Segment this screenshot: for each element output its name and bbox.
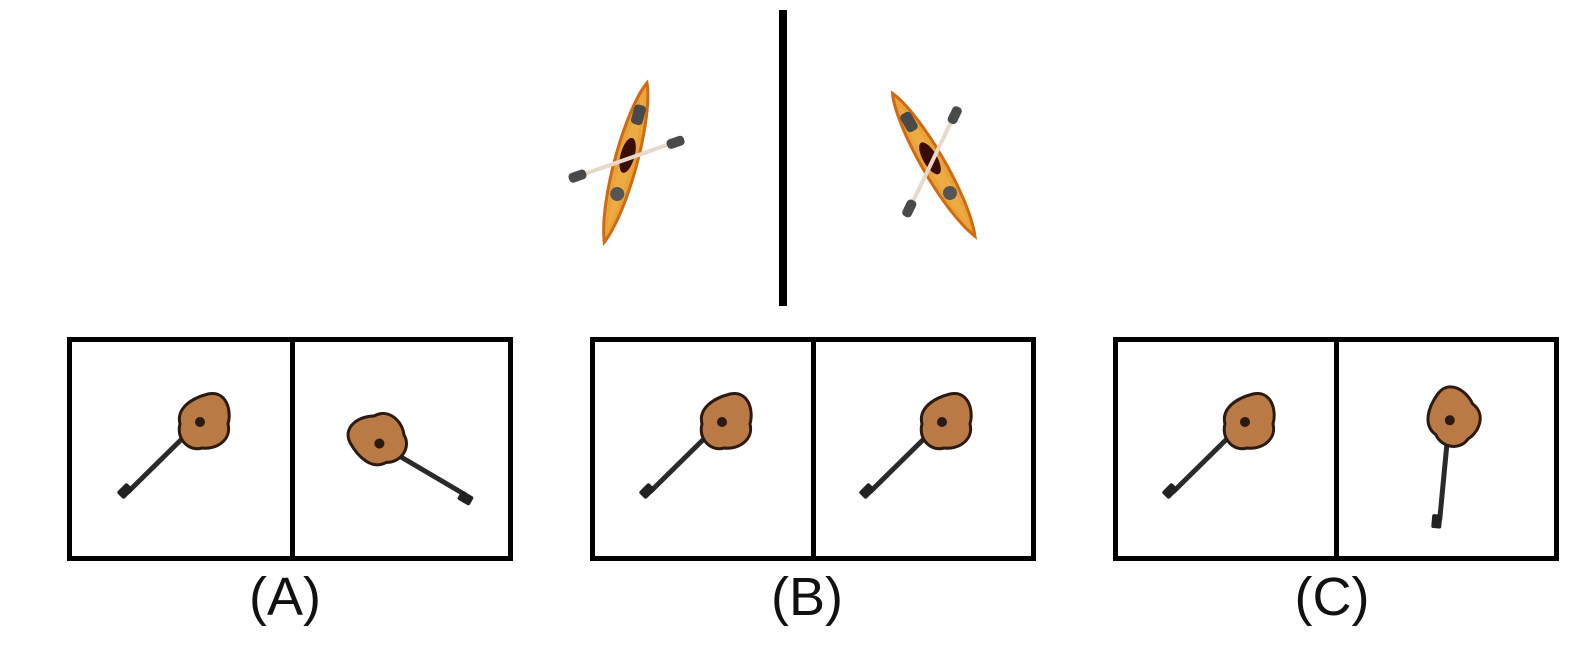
guitar-icon-c-right	[1447, 420, 1448, 421]
kayak-icon-right	[935, 167, 936, 168]
kayak-icon-left	[625, 165, 626, 166]
guitar-icon-c-left	[1243, 420, 1244, 421]
option-a-divider	[290, 342, 295, 556]
guitar-icon-a-right	[378, 446, 379, 447]
option-c-panel[interactable]	[1113, 337, 1559, 561]
option-b-label[interactable]: (B)	[727, 565, 887, 629]
option-a-label[interactable]: (A)	[205, 565, 365, 629]
option-b-divider	[811, 342, 816, 556]
option-b-panel[interactable]	[590, 337, 1036, 561]
guitar-icon-b-left	[720, 420, 721, 421]
option-c-label[interactable]: (C)	[1252, 565, 1412, 629]
option-c-divider	[1334, 342, 1339, 556]
guitar-icon-b-right	[940, 420, 941, 421]
option-a-panel[interactable]	[67, 337, 513, 561]
reference-divider	[779, 10, 787, 306]
guitar-icon-a-left	[198, 420, 199, 421]
